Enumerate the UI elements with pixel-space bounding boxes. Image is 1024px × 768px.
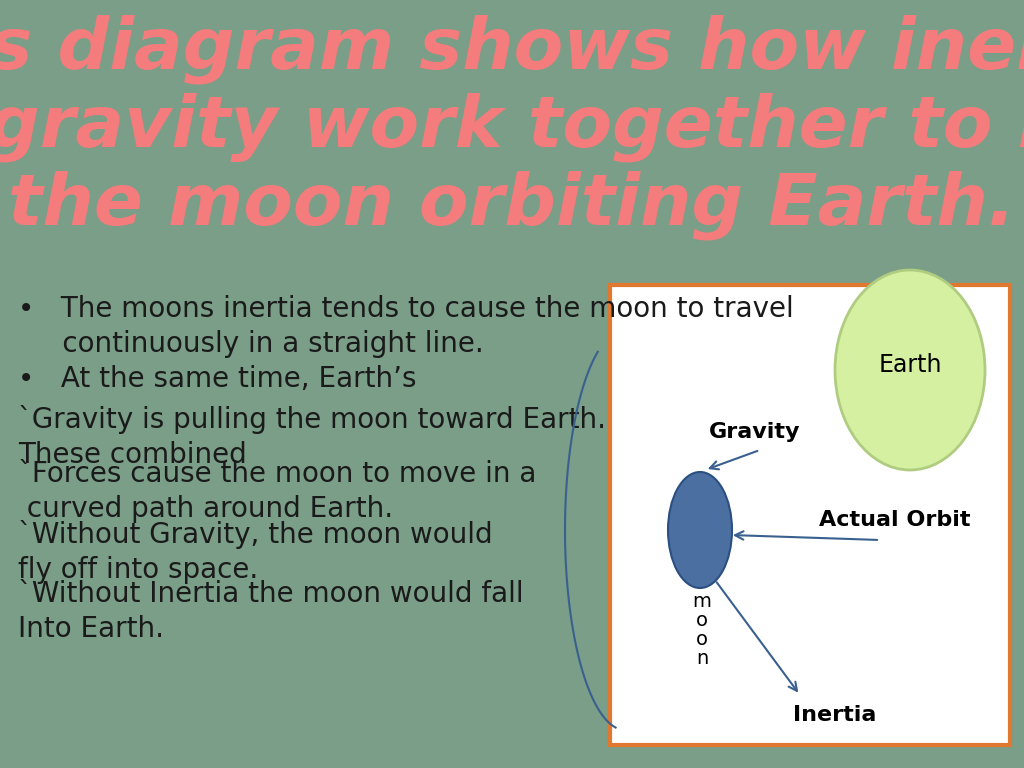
Ellipse shape: [835, 270, 985, 470]
Bar: [610, 285, 1010, 745]
Text: Inertia: Inertia: [794, 705, 877, 725]
Text: `Without Gravity, the moon would
fly off into space.: `Without Gravity, the moon would fly off…: [18, 520, 493, 584]
Text: This diagram shows how inertia
and gravity work together to keep
the moon orbiti: This diagram shows how inertia and gravi…: [0, 15, 1024, 240]
Text: Earth: Earth: [879, 353, 942, 377]
Text: m
o
o
n: m o o n: [692, 592, 712, 668]
Text: •   The moons inertia tends to cause the moon to travel
     continuously in a s: • The moons inertia tends to cause the m…: [18, 295, 794, 358]
Text: •   At the same time, Earth’s: • At the same time, Earth’s: [18, 365, 417, 393]
Ellipse shape: [668, 472, 732, 588]
Text: `Forces cause the moon to move in a
 curved path around Earth.: `Forces cause the moon to move in a curv…: [18, 460, 537, 522]
Text: `Without Inertia the moon would fall
Into Earth.: `Without Inertia the moon would fall Int…: [18, 580, 523, 643]
Text: Actual Orbit: Actual Orbit: [819, 510, 971, 530]
Text: `Gravity is pulling the moon toward Earth.
These combined: `Gravity is pulling the moon toward Eart…: [18, 405, 606, 468]
Text: Gravity: Gravity: [710, 422, 801, 442]
